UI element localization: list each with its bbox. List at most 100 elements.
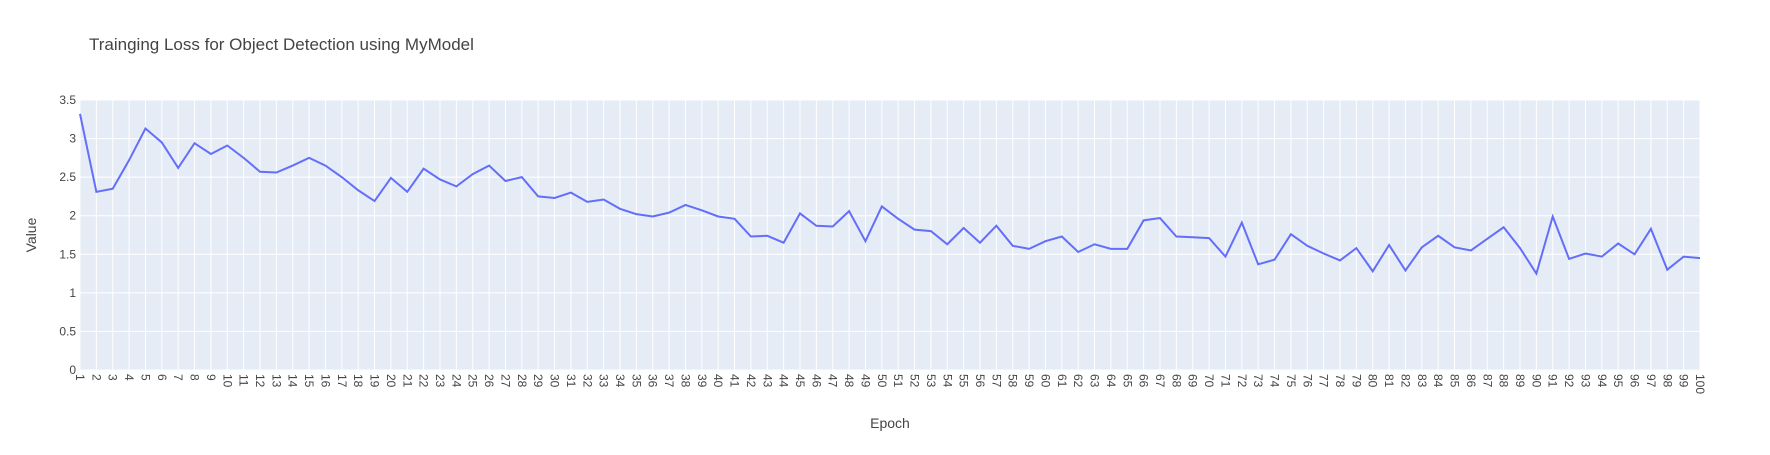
data-point [340,175,344,179]
x-tick-label: 17 [335,374,349,388]
data-point [585,200,589,204]
x-tick-label: 24 [449,374,463,388]
data-point [1027,247,1031,251]
data-point [127,158,131,162]
x-tick-label: 29 [531,374,545,388]
x-tick-label: 34 [613,374,627,388]
data-point [520,175,524,179]
x-tick-label: 87 [1480,374,1494,388]
x-tick-label: 77 [1317,374,1331,388]
data-point [618,207,622,211]
x-tick-label: 1 [73,374,87,381]
x-tick-label: 84 [1431,374,1445,388]
data-point [1682,255,1686,259]
data-point [880,204,884,208]
x-tick-label: 74 [1268,374,1282,388]
data-point [503,179,507,183]
data-point [765,234,769,238]
data-point [1616,241,1620,245]
x-tick-label: 81 [1382,374,1396,388]
x-axis-title: Epoch [870,415,910,431]
x-tick-label: 32 [580,374,594,388]
data-point [1174,235,1178,239]
data-point [651,214,655,218]
data-point [422,167,426,171]
x-tick-label: 61 [1055,374,1069,388]
y-tick-label: 1.5 [59,247,76,261]
data-point [683,203,687,207]
data-point [1207,236,1211,240]
x-tick-label: 4 [122,374,136,381]
x-tick-label: 18 [351,374,365,388]
data-point [1436,234,1440,238]
x-tick-label: 52 [908,374,922,388]
y-tick-label: 0 [69,363,76,377]
data-point [1125,247,1129,251]
data-point [1060,235,1064,239]
x-tick-label: 54 [940,374,954,388]
x-tick-label: 55 [957,374,971,388]
data-point [1420,245,1424,249]
y-tick-label: 3 [69,132,76,146]
data-point [78,112,82,116]
data-point [831,225,835,229]
x-tick-label: 66 [1137,374,1151,388]
x-tick-label: 41 [728,374,742,388]
x-tick-label: 6 [155,374,169,381]
data-point [160,140,164,144]
data-point [94,190,98,194]
data-point [1583,252,1587,256]
data-point [1502,225,1506,229]
x-tick-label: 93 [1578,374,1592,388]
x-tick-label: 19 [368,374,382,388]
data-point [1322,252,1326,256]
x-tick-label: 23 [433,374,447,388]
data-point [389,176,393,180]
x-tick-label: 68 [1169,374,1183,388]
x-tick-label: 73 [1251,374,1265,388]
data-point [1551,214,1555,218]
x-tick-label: 36 [646,374,660,388]
data-point [1256,262,1260,266]
data-point [405,190,409,194]
x-tick-label: 100 [1693,374,1707,394]
data-point [471,172,475,176]
x-tick-label: 47 [826,374,840,388]
data-point [1338,258,1342,262]
x-tick-label: 69 [1186,374,1200,388]
x-tick-label: 37 [662,374,676,388]
data-point [1305,244,1309,248]
x-tick-label: 95 [1611,374,1625,388]
data-point [667,211,671,215]
plot-area [80,100,1700,370]
data-point [1158,216,1162,220]
x-tick-label: 20 [384,374,398,388]
data-point [209,152,213,156]
data-point [274,171,278,175]
y-tick-label: 2.5 [59,170,76,184]
data-point [323,164,327,168]
data-point [1273,258,1277,262]
x-tick-label: 10 [220,374,234,388]
data-point [716,214,720,218]
x-tick-label: 78 [1333,374,1347,388]
y-tick-label: 3.5 [59,93,76,107]
x-tick-label: 85 [1448,374,1462,388]
data-point [863,239,867,243]
x-tick-label: 21 [400,374,414,388]
data-point [749,235,753,239]
data-point [1633,252,1637,256]
x-tick-label: 88 [1497,374,1511,388]
x-tick-label: 7 [171,374,185,381]
x-tick-label: 13 [269,374,283,388]
x-tick-label: 92 [1562,374,1576,388]
x-tick-label: 11 [237,374,251,387]
x-tick-label: 80 [1366,374,1380,388]
data-point [1665,268,1669,272]
x-tick-label: 50 [875,374,889,388]
data-point [1011,244,1015,248]
y-axis-title: Value [23,217,39,252]
data-point [1387,243,1391,247]
data-point [1371,269,1375,273]
data-point [913,228,917,232]
